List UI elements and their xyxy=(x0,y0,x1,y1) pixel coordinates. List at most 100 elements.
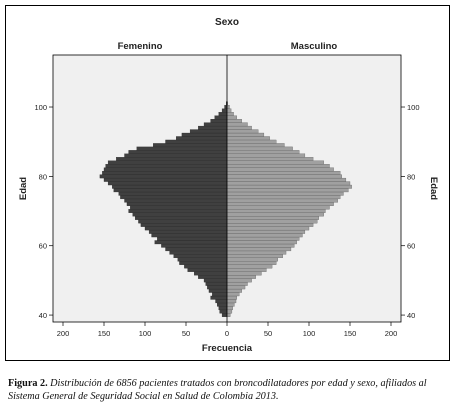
bar-femenino xyxy=(215,299,228,304)
bar-masculino xyxy=(226,250,287,255)
bar-masculino xyxy=(226,275,256,279)
bar-masculino xyxy=(226,226,310,231)
bar-masculino xyxy=(226,181,351,186)
bar-femenino xyxy=(207,285,228,290)
bar-masculino xyxy=(226,309,233,314)
bar-masculino xyxy=(226,191,344,196)
bar-masculino xyxy=(226,143,285,148)
bar-masculino xyxy=(226,247,292,252)
bar-femenino xyxy=(124,153,228,158)
bar-femenino xyxy=(203,122,228,127)
x-tick-label-left: 150 xyxy=(98,329,111,338)
bar-femenino xyxy=(179,261,228,265)
bar-masculino xyxy=(226,240,297,245)
x-tick-label-left: 100 xyxy=(139,329,152,338)
bar-masculino xyxy=(226,233,303,238)
x-tick-label-left: 200 xyxy=(57,329,70,338)
bar-femenino xyxy=(144,226,228,231)
caption-text: Distribución de 6856 pacientes tratados … xyxy=(8,378,427,402)
bar-masculino xyxy=(226,313,231,317)
bar-masculino xyxy=(226,302,235,307)
bar-masculino xyxy=(226,271,262,276)
bar-femenino xyxy=(151,233,228,238)
x-axis-label: Frecuencia xyxy=(202,343,253,354)
bar-masculino xyxy=(226,257,278,262)
bar-femenino xyxy=(173,254,228,259)
bar-masculino xyxy=(226,195,341,200)
bar-femenino xyxy=(217,302,228,307)
y-tick-label-left: 80 xyxy=(39,172,47,181)
bar-masculino xyxy=(226,157,314,161)
bar-masculino xyxy=(226,295,237,300)
bar-masculino xyxy=(226,281,248,286)
bar-femenino xyxy=(118,191,228,196)
bar-femenino xyxy=(177,257,228,262)
bar-masculino xyxy=(226,306,233,311)
bar-femenino xyxy=(140,223,228,227)
bar-masculino xyxy=(226,129,259,134)
bar-femenino xyxy=(212,292,228,297)
bar-femenino xyxy=(120,195,228,200)
bar-femenino xyxy=(153,143,228,148)
bar-masculino xyxy=(226,268,267,272)
bar-femenino xyxy=(99,174,228,179)
bar-femenino xyxy=(184,264,228,269)
bar-masculino xyxy=(226,177,347,182)
bar-masculino xyxy=(226,288,242,293)
bar-femenino xyxy=(221,108,228,113)
bar-femenino xyxy=(187,268,228,272)
bar-masculino xyxy=(226,209,326,213)
bar-femenino xyxy=(124,198,228,203)
bar-femenino xyxy=(113,188,228,193)
bar-femenino xyxy=(126,202,228,206)
bar-femenino xyxy=(130,205,228,210)
bar-masculino xyxy=(226,188,349,193)
bar-femenino xyxy=(138,219,228,224)
y-axis-label: Edad xyxy=(18,177,29,200)
bar-femenino xyxy=(165,139,228,144)
bar-masculino xyxy=(226,122,248,127)
bar-femenino xyxy=(128,209,228,213)
caption-label: Figura 2. xyxy=(8,378,48,389)
population-pyramid-chart: 40 40 60 60 80 80 100 100 200 150 100 50 0 50 100 150 20… xyxy=(18,17,439,354)
bar-masculino xyxy=(226,118,242,123)
bar-femenino xyxy=(154,240,228,245)
figure-frame: 40 40 60 60 80 80 100 100 200 150 100 50 0 50 100 150 20… xyxy=(5,5,450,361)
bar-masculino xyxy=(226,229,306,234)
bar-femenino xyxy=(198,275,228,279)
bar-femenino xyxy=(103,167,228,172)
y-tick-label-right: 80 xyxy=(407,172,415,181)
bar-masculino xyxy=(226,292,240,297)
bar-masculino xyxy=(226,205,330,210)
bar-femenino xyxy=(198,125,228,130)
panel-label-masculino: Masculino xyxy=(291,41,338,52)
bar-femenino xyxy=(205,281,228,286)
y-tick-label-right: 60 xyxy=(407,242,415,251)
bar-femenino xyxy=(210,118,228,123)
bar-masculino xyxy=(226,164,330,168)
bar-masculino xyxy=(226,153,306,158)
bar-femenino xyxy=(112,184,228,189)
bar-femenino xyxy=(219,309,228,314)
bar-femenino xyxy=(218,306,228,311)
bar-femenino xyxy=(218,112,228,116)
chart-title: Sexo xyxy=(215,17,239,28)
bar-masculino xyxy=(226,299,237,304)
x-tick-label-right: 50 xyxy=(264,329,272,338)
bar-femenino xyxy=(107,160,228,165)
bar-femenino xyxy=(128,150,228,154)
bar-femenino xyxy=(103,177,228,182)
bar-femenino xyxy=(176,136,228,141)
bar-masculino xyxy=(226,264,273,269)
bar-masculino xyxy=(226,278,252,283)
y-axis-label-right: Edad xyxy=(428,177,439,200)
bar-masculino xyxy=(226,174,342,179)
bar-masculino xyxy=(226,254,283,259)
bar-femenino xyxy=(169,250,228,255)
bar-masculino xyxy=(226,285,246,290)
bar-femenino xyxy=(210,295,228,300)
bar-masculino xyxy=(226,132,265,137)
bar-femenino xyxy=(181,132,228,137)
bar-femenino xyxy=(165,247,228,252)
bar-masculino xyxy=(226,136,270,141)
